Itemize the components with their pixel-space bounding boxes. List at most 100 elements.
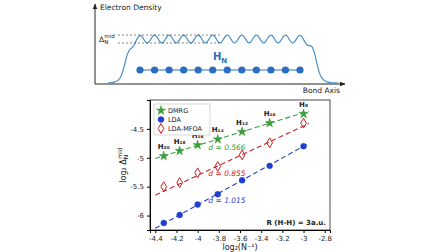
x-axis-title: log₂(N⁻¹) <box>222 243 257 252</box>
tick: -2.8 <box>318 230 332 243</box>
atom <box>180 66 187 73</box>
data-point <box>159 151 169 160</box>
tick-label: -6 <box>137 212 145 220</box>
bond-axis <box>95 84 345 85</box>
data-point <box>177 178 183 188</box>
plot-frame <box>150 100 330 230</box>
tick: -5.5 <box>130 183 150 191</box>
atom <box>267 66 274 73</box>
tick: -3 <box>301 230 308 243</box>
tick-mark <box>155 230 156 233</box>
legend-label: DMRG <box>168 107 188 115</box>
data-point <box>301 143 307 149</box>
data-point <box>267 163 273 169</box>
data-point <box>213 134 223 143</box>
tick-label: -4.2 <box>170 235 184 243</box>
point-label: H₈ <box>299 101 308 109</box>
tick: -3.8 <box>212 230 226 243</box>
tick: -4.5 <box>130 126 150 134</box>
density-axis <box>95 4 96 84</box>
atom <box>296 66 303 73</box>
x-axis: -4.4 -4.2 -4 -3.8 -3.6 -3.4 -3.2 -3 -2.8 <box>149 230 332 243</box>
legend-box <box>154 104 210 135</box>
tick-mark <box>176 230 177 233</box>
tick-label: -3.6 <box>234 235 248 243</box>
tick: -4.4 <box>149 230 163 243</box>
data-point <box>195 168 201 178</box>
data-point <box>177 212 183 218</box>
chain-label-sub: N <box>221 57 227 65</box>
legend-entry: LDA-MFOA <box>158 124 202 134</box>
tick: -3.2 <box>276 230 290 243</box>
y-axis-title: log₂ ΔNmid <box>116 147 129 182</box>
data-point <box>239 177 245 183</box>
plot-marks <box>155 109 309 228</box>
chain-label: HN <box>213 51 227 65</box>
chain-bond <box>140 69 300 70</box>
atom <box>165 66 172 73</box>
schematic: Electron DensityBond AxisΔNmidHN <box>95 3 345 95</box>
data-point <box>161 182 167 192</box>
y-axis-title-main: log₂ Δ <box>119 159 128 183</box>
density-axis-label: Electron Density <box>100 3 162 12</box>
fit-label: d = 0.566 <box>208 143 246 152</box>
y-axis-title-sub: N <box>122 155 129 160</box>
legend-symbol <box>158 124 164 134</box>
atom <box>136 66 143 73</box>
fit-labels: d = 0.566 d = 1.015 d = 0.855 <box>208 143 246 204</box>
delta-label-sub: N <box>104 39 108 45</box>
atom <box>195 66 202 73</box>
density-curve <box>108 35 338 83</box>
tick-mark <box>261 230 262 233</box>
legend-entry: DMRG <box>156 106 188 115</box>
legend-symbol <box>158 117 164 123</box>
atom <box>151 66 158 73</box>
axis-line <box>147 101 151 231</box>
atom <box>224 66 231 73</box>
fit-label: d = 0.855 <box>208 169 246 178</box>
tick-label: -3.8 <box>212 235 226 243</box>
atoms <box>136 66 303 73</box>
point-label: H₁₀ <box>264 110 276 118</box>
data-point <box>265 118 275 127</box>
tick-mark <box>147 187 150 188</box>
tick-label: -4.5 <box>130 126 144 134</box>
data-point <box>161 220 167 226</box>
legend: DMRGLDALDA-MFOA <box>154 104 210 135</box>
figure: Electron DensityBond AxisΔNmidHN-4.4-4.2… <box>0 0 448 252</box>
data-point <box>301 118 307 128</box>
tick: -6 <box>137 212 150 220</box>
legend-symbol <box>156 106 166 115</box>
tick-mark <box>304 230 305 233</box>
tick-mark <box>282 230 283 233</box>
tick: -4.2 <box>170 230 184 243</box>
data-point <box>237 127 247 136</box>
point-label: H₁₂ <box>236 119 248 127</box>
tick: -3.4 <box>255 230 269 243</box>
bond-axis-label: Bond Axis <box>303 86 340 95</box>
tick-label: -5.5 <box>130 183 144 191</box>
data-point <box>267 138 273 148</box>
fit-line <box>155 143 309 228</box>
atom <box>238 66 245 73</box>
delta-guide <box>118 43 220 44</box>
legend-label: LDA <box>168 116 182 124</box>
tick-mark <box>240 230 241 233</box>
data-point <box>193 140 203 149</box>
tick-label: -3 <box>301 235 308 243</box>
point-label: H₂₀ <box>158 143 170 151</box>
data-point <box>175 146 185 155</box>
legend-entry: LDA <box>158 116 181 124</box>
y-axis: -6-5.5-5-4.5 <box>130 101 150 231</box>
tick-label: -4 <box>195 235 203 243</box>
fit-label: d = 1.015 <box>208 196 246 205</box>
annotation: R (H-H) = 3a.u. <box>267 219 326 227</box>
tick-mark <box>219 230 220 233</box>
legend-label: LDA-MFOA <box>168 125 203 133</box>
tick-label: -4.4 <box>149 235 163 243</box>
point-label: H₁₄ <box>212 126 224 134</box>
atom <box>253 66 260 73</box>
tick-label: -2.8 <box>318 235 332 243</box>
tick-mark <box>325 230 326 233</box>
y-axis-title-sup: mid <box>116 147 123 159</box>
